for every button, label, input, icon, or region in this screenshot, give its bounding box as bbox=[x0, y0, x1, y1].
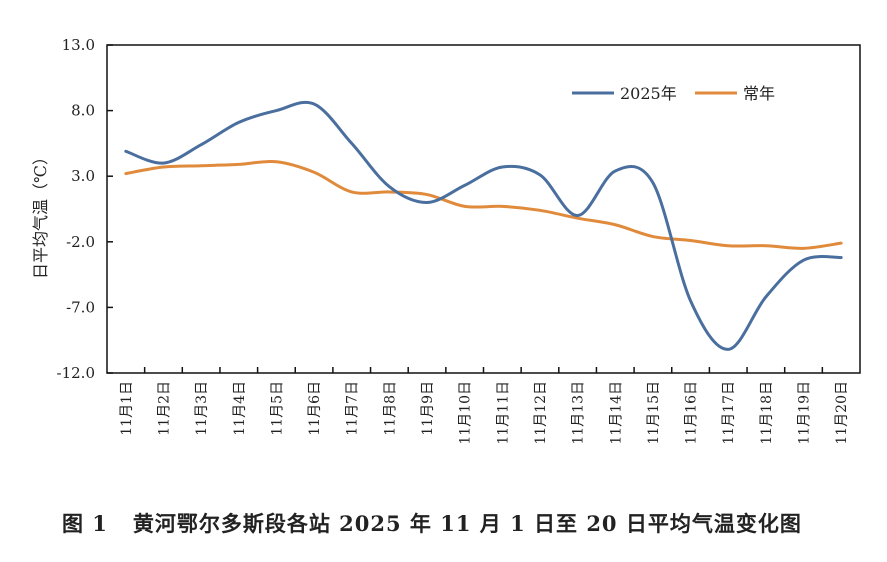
y-tick-label: 8.0 bbox=[71, 102, 95, 120]
x-tick-label: 11月3日 bbox=[194, 381, 210, 436]
legend-label: 常年 bbox=[743, 84, 775, 103]
x-tick-label: 11月19日 bbox=[797, 381, 813, 445]
x-tick-label: 11月7日 bbox=[345, 381, 361, 436]
x-tick-label: 11月4日 bbox=[232, 381, 248, 436]
x-tick-label: 11月2日 bbox=[156, 381, 172, 436]
y-axis-label: 日平均气温（℃） bbox=[31, 149, 50, 279]
series-line-0 bbox=[124, 100, 843, 351]
figure-caption: 图 1 黄河鄂尔多斯段各站 2025 年 11 月 1 日至 20 日平均气温变… bbox=[62, 511, 802, 536]
x-tick-label: 11月15日 bbox=[646, 381, 662, 445]
x-tick-label: 11月20日 bbox=[834, 381, 850, 445]
x-tick-label: 11月18日 bbox=[759, 381, 775, 445]
x-tick-label: 11月16日 bbox=[684, 381, 700, 445]
x-tick-label: 11月17日 bbox=[721, 381, 737, 445]
series-line-1 bbox=[124, 159, 843, 250]
y-tick-label: -12.0 bbox=[57, 364, 95, 382]
x-tick-label: 11月6日 bbox=[307, 381, 323, 436]
x-tick-label: 11月14日 bbox=[608, 381, 624, 445]
x-tick-label: 11月8日 bbox=[382, 381, 398, 436]
line-chart: 13.0 8.0 3.0 -2.0 -7.0 -12.0 11月1日 11月2日 11月3日 11… bbox=[31, 36, 861, 445]
x-tick-label: 11月11日 bbox=[495, 381, 511, 445]
y-tick-label: 13.0 bbox=[62, 36, 95, 54]
x-tick-label: 11月10日 bbox=[458, 381, 474, 445]
y-tick-label: -7.0 bbox=[66, 298, 95, 316]
x-tick-label: 11月5日 bbox=[269, 381, 285, 436]
x-tick-label: 11月12日 bbox=[533, 381, 549, 445]
legend-label: 2025年 bbox=[620, 84, 677, 103]
y-tick-label: -2.0 bbox=[66, 233, 95, 251]
x-tick-label: 11月9日 bbox=[420, 381, 436, 436]
x-tick-label: 11月13日 bbox=[571, 381, 587, 445]
y-tick-label: 3.0 bbox=[71, 167, 95, 185]
x-tick-label: 11月1日 bbox=[119, 381, 135, 436]
